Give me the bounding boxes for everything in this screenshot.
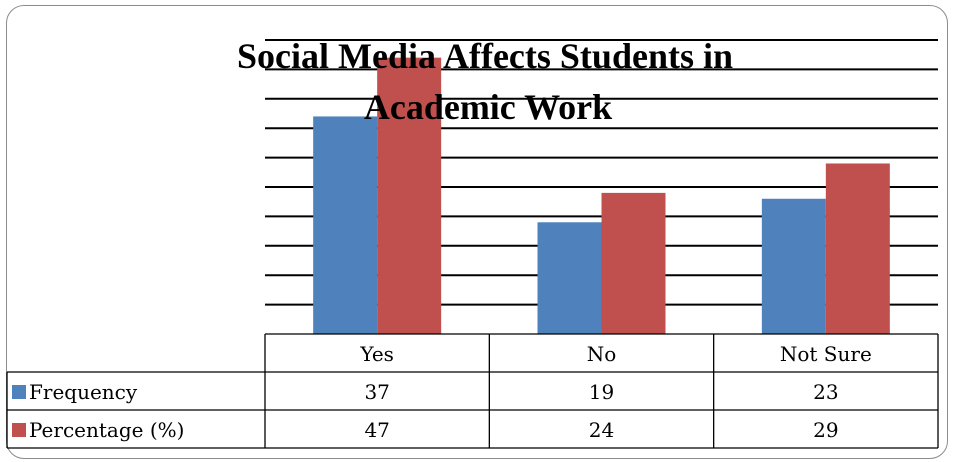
chart-title-line-1: Social Media Affects Students in	[237, 36, 733, 76]
legend-key-frequency	[12, 385, 26, 399]
table-cell-frequency-no: 19	[589, 380, 614, 404]
bars	[313, 57, 890, 334]
bar-frequency-no	[537, 222, 602, 334]
legend-key-percentage	[12, 423, 26, 437]
table-header-no: No	[587, 342, 617, 366]
table-cell-percentage-yes: 47	[364, 418, 389, 442]
legend-label-percentage: Percentage (%)	[29, 418, 184, 442]
table-cell-frequency-yes: 37	[364, 380, 389, 404]
bar-percentage--no	[601, 192, 666, 334]
table-header-yes: Yes	[359, 342, 394, 366]
table-header-not-sure: Not Sure	[780, 342, 872, 366]
table-cell-frequency-not-sure: 23	[813, 380, 838, 404]
chart-title: Social Media Affects Students in Academi…	[237, 36, 733, 127]
bar-percentage--yes	[377, 57, 442, 334]
bar-frequency-yes	[313, 116, 378, 334]
table-cell-percentage-no: 24	[589, 418, 614, 442]
legend-label-frequency: Frequency	[29, 380, 138, 404]
table-cell-percentage-not-sure: 29	[813, 418, 838, 442]
bar-percentage--not-sure	[825, 163, 890, 334]
bar-frequency-not-sure	[761, 198, 826, 334]
data-table: Yes No Not Sure Frequency 37 19 23 Percentage (…	[6, 333, 939, 449]
chart-title-line-2: Academic Work	[364, 87, 612, 127]
